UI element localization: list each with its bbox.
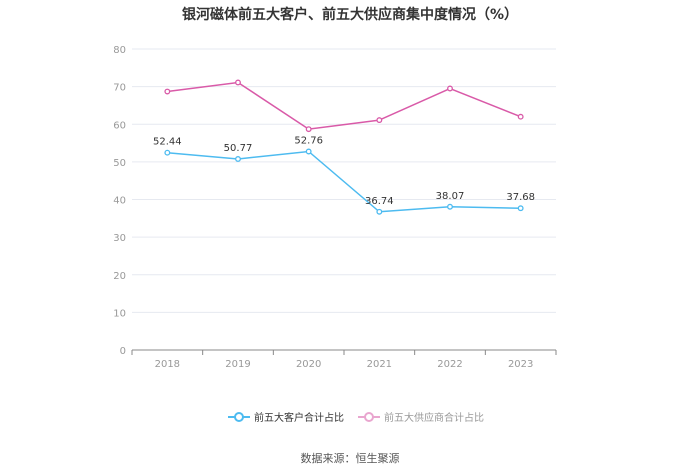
data-point [164,149,171,156]
y-tick-label: 10 [113,308,126,319]
data-point [517,205,524,212]
legend: 前五大客户合计占比 前五大供应商合计占比 [228,409,484,424]
legend-marker-suppliers-icon [358,411,380,422]
data-point [517,113,524,120]
y-tick-label: 40 [113,196,126,207]
data-source: 数据来源：恒生聚源 [300,452,400,465]
y-tick-label: 80 [113,45,126,56]
data-label: 52.76 [294,135,323,146]
data-point [447,203,453,210]
data-point [305,148,312,155]
y-tick-label: 30 [113,233,126,244]
data-point [164,88,171,95]
series-line-1 [167,81,521,130]
legend-label: 前五大供应商合计占比 [384,413,484,424]
x-tick-label: 2022 [437,359,462,370]
y-tick-label: 20 [113,271,126,282]
data-label: 52.44 [153,137,182,148]
legend-marker-customers-icon [228,411,250,422]
data-point [305,126,312,133]
y-tick-label: 0 [120,346,126,357]
data-point [376,208,383,215]
y-tick-label: 60 [113,120,126,131]
y-tick-label: 50 [113,158,126,169]
x-tick-label: 2018 [155,359,180,370]
series-line-0 [167,150,521,213]
legend-item-suppliers[interactable]: 前五大供应商合计占比 [358,409,484,424]
data-label: 38.07 [436,191,465,202]
x-tick-label: 2023 [508,359,533,370]
x-tick-label: 2021 [367,359,392,370]
data-point [235,156,241,162]
legend-item-customers[interactable]: 前五大客户合计占比 [228,409,344,424]
data-point [447,85,453,92]
legend-label: 前五大客户合计占比 [254,413,344,424]
chart-title: 银河磁体前五大客户、前五大供应商集中度情况（%） [181,7,519,23]
y-tick-label: 70 [113,83,126,94]
data-point [376,117,383,124]
x-tick-label: 2019 [225,359,250,370]
data-label: 50.77 [224,143,253,154]
data-point [235,79,241,86]
x-tick-label: 2020 [296,359,321,370]
data-label: 37.68 [506,192,535,203]
data-label: 36.74 [365,196,394,207]
